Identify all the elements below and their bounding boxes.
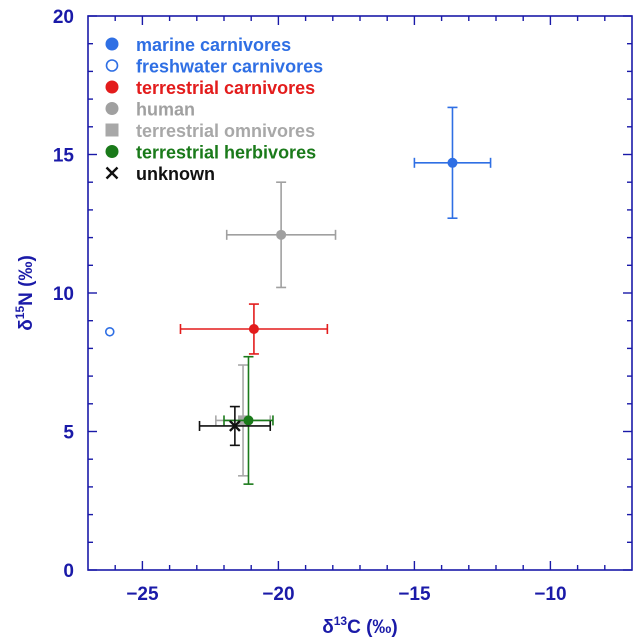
data-point xyxy=(229,420,241,432)
legend-item: human xyxy=(105,100,195,120)
series-freshwater-carnivores xyxy=(104,326,115,337)
legend-item: freshwater carnivores xyxy=(105,57,323,77)
axis-ticks xyxy=(88,15,632,571)
legend-marker xyxy=(105,59,119,72)
legend-marker xyxy=(105,37,119,51)
legend-label: terrestrial herbivores xyxy=(136,143,316,163)
legend-item: marine carnivores xyxy=(105,35,291,55)
data-point xyxy=(447,157,458,168)
legend-marker xyxy=(105,80,119,94)
y-axis-label: δ15N (‰) xyxy=(13,255,37,331)
x-tick-label: −20 xyxy=(262,584,294,605)
series-terrestrial-herbivores xyxy=(223,355,274,485)
data-point xyxy=(276,229,287,240)
y-tick-label: 15 xyxy=(53,146,75,167)
series-human xyxy=(225,181,337,289)
legend-label: freshwater carnivores xyxy=(136,57,323,77)
y-axis-label-prefix: δ xyxy=(16,319,37,331)
data-point-stroke-b xyxy=(229,420,241,432)
x-tick-label: −10 xyxy=(534,584,566,605)
legend-item: terrestrial carnivores xyxy=(105,78,315,98)
series-unknown xyxy=(198,405,272,447)
legend-label: unknown xyxy=(136,164,215,184)
series-marine-carnivores xyxy=(413,106,492,220)
legend-marker xyxy=(105,123,119,137)
series-terrestrial-carnivores xyxy=(179,303,329,355)
legend-item: terrestrial herbivores xyxy=(105,143,316,163)
x-axis-label-sup: 13 xyxy=(334,614,348,628)
legend-label: terrestrial carnivores xyxy=(136,78,315,98)
x-axis-label-prefix: δ xyxy=(322,617,334,638)
legend-marker xyxy=(105,166,119,180)
x-tick-label: −25 xyxy=(126,584,159,605)
y-axis-label-main: N (‰) xyxy=(16,255,37,306)
data-point xyxy=(243,415,254,426)
y-tick-label: 20 xyxy=(53,7,74,28)
x-tick-label: −15 xyxy=(398,584,431,605)
y-tick-label: 5 xyxy=(63,423,74,444)
axis-tick-labels: 0 5 10 15 20 −25 −20 −15 −10 xyxy=(53,7,567,605)
data-point xyxy=(248,324,259,335)
y-tick-label: 0 xyxy=(63,561,74,582)
legend-marker-stroke-b xyxy=(105,166,119,180)
legend-item: terrestrial omnivores xyxy=(105,121,315,141)
x-axis-label-main: C (‰) xyxy=(347,617,398,638)
legend-item: unknown xyxy=(105,164,215,184)
y-axis-label-sup: 15 xyxy=(13,306,27,320)
legend-label: terrestrial omnivores xyxy=(136,121,315,141)
legend-marker xyxy=(105,102,119,115)
y-tick-label: 10 xyxy=(53,284,74,305)
legend-label: human xyxy=(136,100,195,120)
legend-marker xyxy=(105,145,119,158)
data-point xyxy=(104,326,115,337)
x-axis-label: δ13C (‰) xyxy=(322,614,398,638)
data-marks xyxy=(104,106,492,485)
legend-label: marine carnivores xyxy=(136,35,291,55)
